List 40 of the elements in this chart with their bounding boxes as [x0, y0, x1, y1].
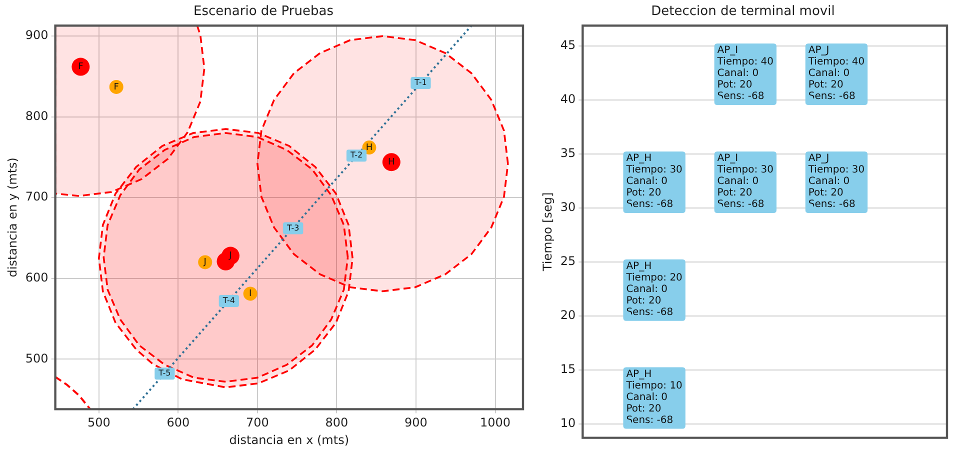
point: [243, 286, 258, 301]
data-label: J: [228, 251, 232, 262]
y-tick-label: 20: [560, 308, 576, 322]
x-tick-label: 500: [87, 416, 110, 430]
y-tick-label: 600: [25, 270, 48, 284]
data-label: F: [78, 62, 84, 72]
x-tick-label: 700: [246, 416, 269, 430]
y-tick-label: 35: [560, 146, 576, 160]
data-label: F: [114, 82, 119, 92]
chart-title: Escenario de Pruebas: [194, 4, 334, 20]
y-tick-label: 700: [25, 190, 48, 204]
annotation: T-3: [286, 223, 300, 232]
data-label: I: [248, 289, 252, 300]
data-label: H: [388, 157, 395, 168]
annotation: T-5: [158, 368, 171, 378]
y-tick-label: 800: [25, 108, 48, 123]
annotation: T-2: [349, 150, 363, 160]
y-axis-title: Tiempo [seg]: [540, 192, 554, 272]
y-tick-label: 30: [560, 200, 576, 214]
annotation: T-1: [414, 78, 427, 88]
data-label: H: [366, 142, 373, 153]
x-axis-title: distancia en x (mts): [229, 432, 350, 447]
line-series: [55, 376, 92, 410]
y-tick-label: 15: [560, 362, 576, 376]
y-tick-label: 500: [25, 351, 48, 366]
y-tick-label: 25: [560, 254, 576, 268]
data-label: J: [202, 258, 206, 268]
y-tick-label: 10: [560, 416, 576, 430]
x-tick-label: 900: [404, 416, 428, 430]
point: [72, 58, 90, 76]
x-tick-label: 800: [325, 416, 348, 430]
y-tick-label: 45: [560, 38, 576, 52]
y-axis-title: distancia en y (mts): [5, 158, 20, 278]
y-tick-label: 40: [560, 92, 576, 106]
point: [216, 252, 235, 270]
y-tick-label: 900: [25, 28, 48, 42]
annotation: T-4: [222, 296, 235, 306]
x-tick-label: 600: [166, 416, 190, 430]
chart-title: Deteccion de terminal movil: [651, 4, 835, 20]
x-tick-label: 1000: [480, 416, 511, 430]
